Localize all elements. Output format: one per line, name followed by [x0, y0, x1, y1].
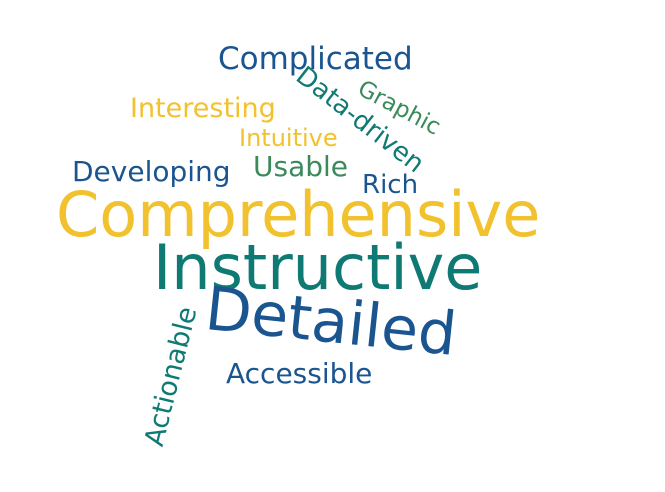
word-actionable: Actionable [138, 303, 204, 450]
word-comprehensive: Comprehensive [56, 178, 541, 251]
word-usable: Usable [253, 150, 349, 183]
word-rich: Rich [362, 170, 419, 200]
word-intuitive: Intuitive [239, 124, 338, 152]
word-developing: Developing [72, 155, 231, 188]
word-complicated: Complicated [218, 41, 413, 77]
word-interesting: Interesting [130, 93, 276, 124]
word-instructive: Instructive [153, 231, 483, 304]
word-accessible: Accessible [226, 357, 373, 390]
